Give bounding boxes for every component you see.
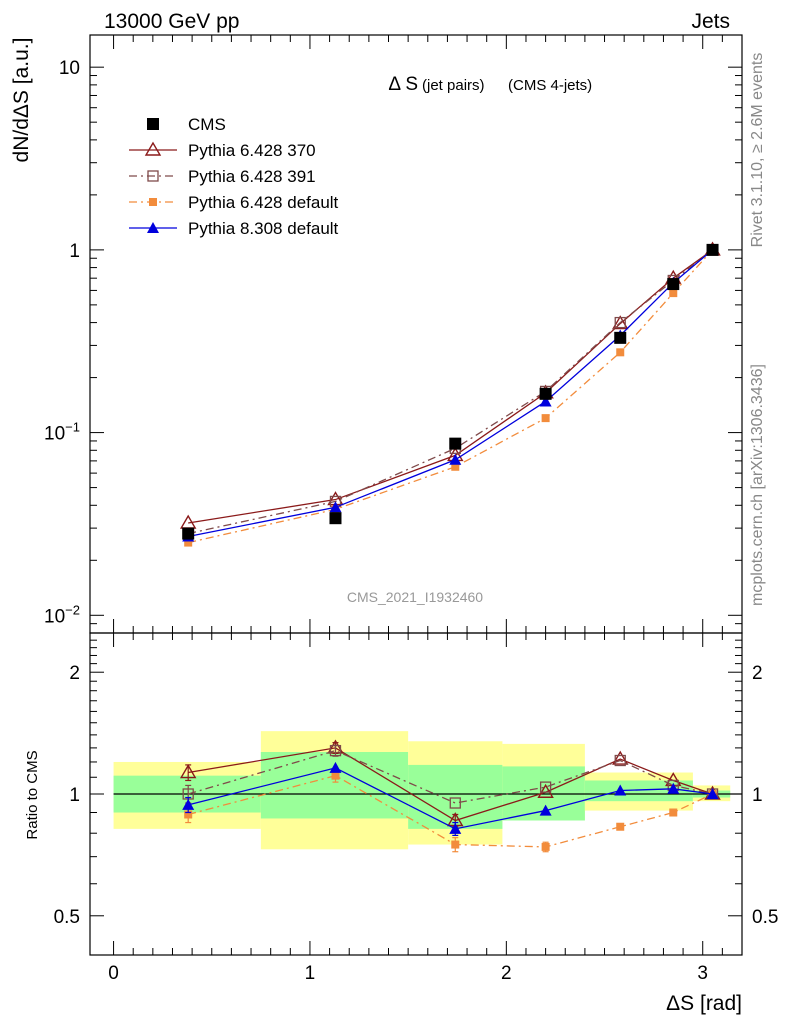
ratio-point-pythia-6-428-391 — [614, 754, 626, 767]
ratio-point-pythia-6-428-default — [669, 808, 678, 817]
series-pythia-6-428-default — [184, 245, 717, 547]
data-point-pythia-8-308-default — [449, 453, 462, 465]
title-small: (jet pairs) — [422, 77, 485, 94]
legend-entry-pythia-6-428-370: Pythia 6.428 370 — [129, 141, 316, 160]
ratio-point-pythia-6-428-default — [184, 810, 193, 819]
ratio-point-pythia-8-308-default — [182, 798, 195, 810]
series-line-pythia-8-308-default — [188, 249, 713, 538]
legend-entry-cms: CMS — [147, 115, 226, 134]
ratio-series-pythia-8-308-default — [182, 761, 719, 837]
ratio-point-pythia-6-428-default — [616, 822, 625, 831]
x-tick-label: 1 — [305, 963, 316, 984]
legend-label: CMS — [188, 115, 226, 134]
main-title: Δ S (jet pairs) (CMS 4-jets) — [388, 74, 592, 95]
ratio-y-tick-label: 0.5 — [54, 907, 80, 928]
legend-marker — [147, 170, 159, 182]
ratio-point-pythia-6-428-391 — [329, 744, 342, 757]
series-line-pythia-6-428-391 — [188, 249, 713, 535]
data-point-pythia-6-428-391 — [614, 316, 626, 329]
ratio-y-axis-label: Ratio to CMS — [24, 750, 41, 839]
data-point-pythia-6-428-default — [616, 348, 625, 357]
ratio-point-pythia-6-428-391 — [449, 797, 461, 809]
x-axis-label: ΔS [rad] — [666, 992, 742, 1015]
x-tick-label: 0 — [108, 963, 119, 984]
main-y-axis-label: dN/dΔS [a.u.] — [10, 38, 33, 163]
series-pythia-6-428-370 — [179, 241, 721, 529]
data-point-pythia-6-428-370 — [612, 315, 629, 330]
legend-label: Pythia 6.428 391 — [188, 167, 316, 186]
ratio-point-pythia-6-428-default — [331, 771, 340, 780]
rivet-label: Rivet 3.1.10, ≥ 2.6M events — [749, 53, 766, 248]
legend-marker — [147, 118, 159, 130]
y-tick-label: 10 — [59, 58, 80, 79]
series-cms — [182, 243, 719, 540]
data-point-pythia-8-308-default — [329, 501, 342, 513]
legend-entry-pythia-6-428-default: Pythia 6.428 default — [129, 193, 339, 212]
ratio-point-pythia-8-308-default — [539, 804, 552, 816]
legend-label: Pythia 8.308 default — [188, 219, 339, 238]
ratio-y-tick-label: 1 — [69, 785, 80, 806]
ratio-point-pythia-8-308-default — [449, 822, 462, 834]
ratio-point-pythia-6-428-391 — [539, 781, 552, 793]
data-point-pythia-6-428-default — [541, 414, 550, 423]
data-point-cms — [182, 527, 195, 540]
legend-label: Pythia 6.428 370 — [188, 141, 316, 160]
mcplots-label: mcplots.cern.ch [arXiv:1306.3436] — [749, 364, 766, 606]
y-tick-label: 10−2 — [44, 602, 80, 627]
ratio-point-pythia-6-428-370 — [612, 750, 629, 765]
ratio-point-pythia-8-308-default — [667, 782, 680, 794]
legend-label: Pythia 6.428 default — [188, 193, 339, 212]
x-tick-label: 2 — [501, 963, 512, 984]
ratio-panel: 0.5 0.5 1 1 2 2 0 1 2 3 Ratio to CMS ΔS [rad] — [24, 632, 778, 1015]
y-tick-label: 1 — [69, 241, 80, 262]
legend-entry-pythia-8-308-default: Pythia 8.308 default — [129, 219, 339, 238]
data-point-cms — [667, 278, 680, 291]
ratio-point-pythia-8-308-default — [329, 761, 342, 773]
ratio-point-pythia-8-308-default — [706, 788, 719, 799]
x-tick-label: 3 — [697, 963, 708, 984]
ratio-y-tick-label: 2 — [69, 663, 80, 684]
ratio-point-pythia-8-308-default — [614, 784, 627, 796]
legend-marker — [144, 141, 162, 156]
ratio-point-pythia-6-428-370 — [179, 764, 197, 779]
ratio-point-pythia-6-428-default — [451, 840, 460, 849]
ratio-y-tick-label-right: 1 — [752, 785, 763, 806]
data-point-cms — [614, 331, 627, 344]
data-point-cms — [449, 437, 462, 450]
series-line-pythia-6-428-default — [188, 249, 714, 544]
series-pythia-8-308-default — [182, 243, 719, 542]
data-point-cms — [329, 512, 342, 525]
series-line-pythia-6-428-370 — [188, 249, 713, 524]
series-pythia-6-428-391 — [182, 244, 719, 540]
data-point-pythia-6-428-default — [184, 538, 193, 547]
legend-entry-pythia-6-428-391: Pythia 6.428 391 — [129, 167, 316, 186]
ratio-y-tick-label-right: 2 — [752, 663, 763, 684]
data-point-pythia-6-428-default — [669, 289, 678, 298]
ratio-point-pythia-6-428-default — [541, 842, 550, 851]
data-point-cms — [706, 243, 719, 256]
energy-label: 13000 GeV pp — [104, 10, 239, 33]
title-main: Δ S — [388, 74, 418, 95]
process-label: Jets — [691, 10, 730, 33]
ratio-y-tick-label-right: 0.5 — [752, 907, 778, 928]
data-point-pythia-6-428-default — [451, 462, 460, 471]
data-point-cms — [539, 387, 552, 400]
legend: CMS Pythia 6.428 370 Pythia 6.428 391 Pythi… — [129, 115, 339, 238]
data-point-pythia-8-308-default — [539, 395, 552, 407]
main-panel: Δ S (jet pairs) (CMS 4-jets) CMS_2021_I1… — [10, 34, 743, 634]
uncertainty-band-inner — [260, 752, 409, 819]
y-tick-label: 10−1 — [44, 420, 80, 445]
analysis-watermark: CMS_2021_I1932460 — [347, 589, 483, 605]
legend-marker — [147, 222, 159, 233]
title-suffix: (CMS 4-jets) — [508, 77, 592, 94]
ratio-point-pythia-6-428-370 — [537, 783, 554, 798]
legend-marker — [149, 198, 157, 206]
